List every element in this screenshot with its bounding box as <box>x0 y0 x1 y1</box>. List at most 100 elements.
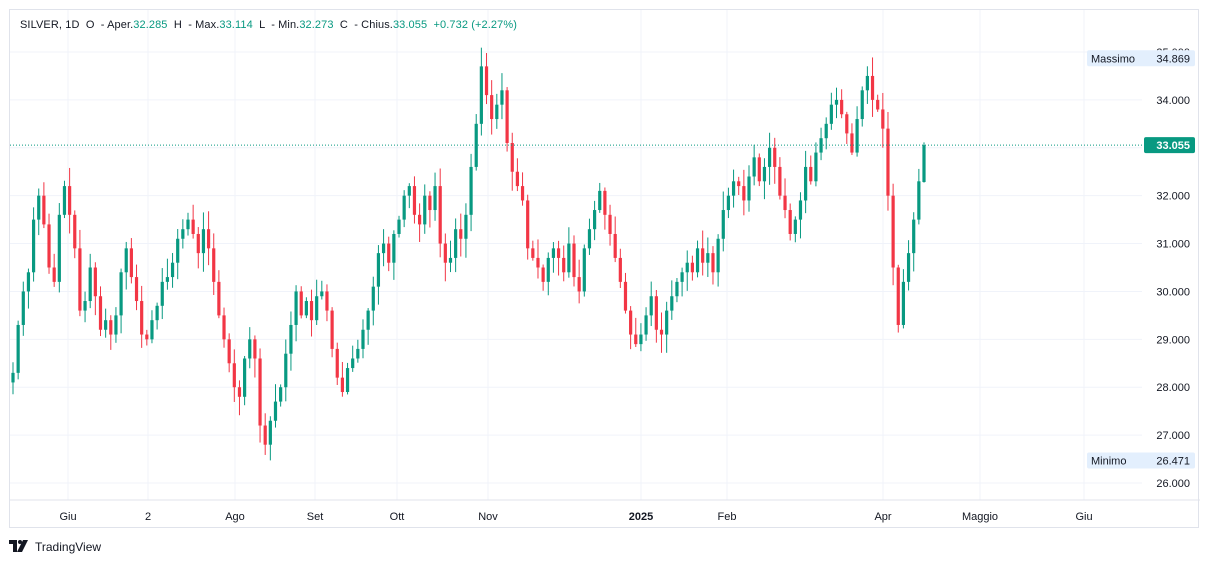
legend-close-value: 33.055 <box>392 19 428 31</box>
candle-body <box>654 296 658 330</box>
candle-body <box>479 66 483 124</box>
candle-body <box>212 248 216 282</box>
candle-body <box>304 301 308 316</box>
candle-body <box>685 262 689 273</box>
candle-body <box>340 377 345 393</box>
candle-body <box>454 229 458 258</box>
candle-body <box>145 334 149 340</box>
candle-body <box>273 401 278 421</box>
candle-body <box>556 248 561 258</box>
candle-body <box>443 243 447 263</box>
candle-body <box>62 186 67 215</box>
candle-body <box>901 281 906 325</box>
chart-frame[interactable]: 35.00034.00033.00032.00031.00030.00029.0… <box>9 9 1200 529</box>
candle-body <box>680 272 684 282</box>
legend-symbol: SILVER <box>20 19 59 31</box>
candle-body <box>634 334 638 345</box>
legend-high-label: H <box>173 19 182 31</box>
legend-open-prefix: - Aper. <box>100 19 134 31</box>
time-tick-label: Set <box>307 511 324 523</box>
min-price-label: Minimo <box>1091 455 1126 467</box>
candle-body <box>21 291 25 325</box>
candle-body <box>706 253 710 263</box>
price-tick-label: 31.000 <box>1156 239 1190 251</box>
candle-body <box>577 277 581 292</box>
candle-body <box>68 186 72 215</box>
legend-interval: 1D <box>65 19 80 31</box>
candle-body <box>381 243 386 254</box>
candle-body <box>870 75 875 100</box>
candle-body <box>711 253 715 273</box>
candle-body <box>922 145 926 183</box>
candle-body <box>618 257 622 282</box>
candle-body <box>536 257 540 268</box>
grid <box>10 10 1142 500</box>
candle-body <box>335 348 339 378</box>
candle-body <box>433 186 437 211</box>
candle-body <box>237 387 242 397</box>
candle-body <box>814 152 818 182</box>
legend-open-value: 32.285 <box>133 19 168 31</box>
candle-body <box>541 267 545 282</box>
price-tick-label: 32.000 <box>1156 191 1190 203</box>
candle-body <box>515 171 519 187</box>
legend-low-value: 32.273 <box>299 19 334 31</box>
candle-body <box>315 296 319 321</box>
candle-body <box>886 128 890 196</box>
candle-body <box>356 348 360 359</box>
time-axis[interactable]: Giu 2 Ago Set Ott Nov 2025 Feb Apr Maggio Giu <box>10 499 1200 523</box>
candle-body <box>170 262 175 278</box>
price-chart[interactable]: 35.00034.00033.00032.00031.00030.00029.0… <box>10 10 1200 529</box>
candle-body <box>695 248 700 273</box>
last-price-badge <box>1144 137 1195 154</box>
time-tick-label: Giu <box>1075 511 1092 523</box>
candle-body <box>520 186 525 201</box>
candle-body <box>109 320 113 335</box>
candle-body <box>824 123 828 139</box>
candle-body <box>464 214 468 239</box>
candle-body <box>531 248 535 258</box>
legend-change-value: +0.732 (+2.27%) <box>433 19 517 31</box>
candle-body <box>114 315 118 335</box>
candle-body <box>73 214 77 249</box>
candle-body <box>788 210 792 234</box>
candle-body <box>474 123 478 167</box>
candle-body <box>268 420 272 445</box>
tradingview-brand-text: TradingView <box>35 540 102 554</box>
candle-body <box>83 301 87 311</box>
candle-body <box>191 219 195 234</box>
candle-body <box>284 353 288 388</box>
last-price-value: 33.055 <box>1156 140 1190 152</box>
candle-body <box>258 358 262 426</box>
candle-body <box>376 253 381 287</box>
candle-body <box>804 166 808 201</box>
candle-body <box>505 90 509 143</box>
max-price-label: Massimo <box>1091 53 1135 65</box>
candle-body <box>716 238 720 273</box>
candle-body <box>834 99 839 105</box>
candle-body <box>165 277 170 282</box>
candle-body <box>11 372 15 383</box>
legend-low-label: L <box>259 19 265 31</box>
candle-body <box>500 90 504 105</box>
candle-body <box>279 387 283 402</box>
candle-body <box>551 248 556 258</box>
tradingview-attribution[interactable]: TradingView <box>9 538 101 556</box>
candle-body <box>469 166 473 215</box>
candle-body <box>253 339 257 359</box>
legend-low-prefix: - Min. <box>271 19 300 31</box>
candle-body <box>762 166 767 182</box>
candle-body <box>31 219 36 273</box>
candle-body <box>829 104 833 124</box>
candle-body <box>840 99 844 115</box>
candle-body <box>320 291 324 297</box>
candle-body <box>407 186 411 196</box>
candle-body <box>309 301 314 321</box>
candle-body <box>387 243 391 263</box>
price-axis[interactable]: 35.00034.00033.00032.00031.00030.00029.0… <box>1087 47 1195 490</box>
max-price-badge <box>1087 50 1195 67</box>
candle-body <box>181 229 185 239</box>
legend-high-prefix: - Max. <box>188 19 220 31</box>
candle-body <box>361 329 365 349</box>
candle-body <box>608 214 612 234</box>
